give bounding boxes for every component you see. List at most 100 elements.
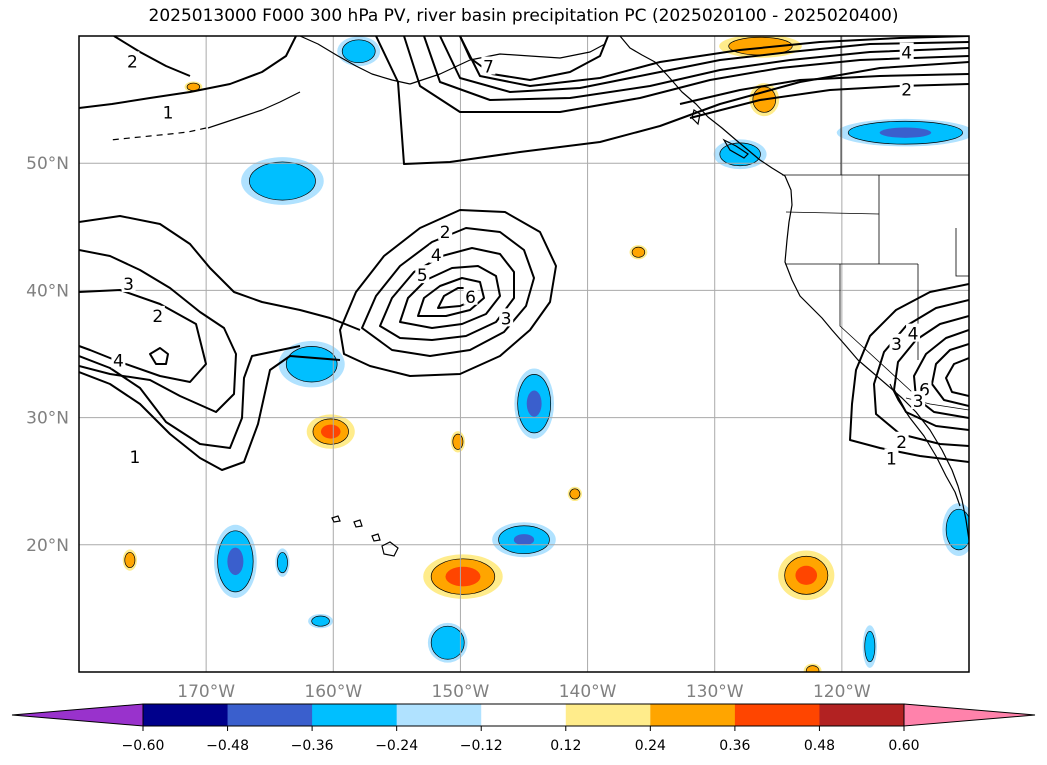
- border-utah: [955, 228, 969, 277]
- lon-tick-label: 130°W: [686, 682, 744, 702]
- lon-tick-label: 140°W: [559, 682, 617, 702]
- map-frame: [78, 35, 970, 673]
- pv-contour-label: 3: [123, 275, 134, 295]
- pv-contour-label: 3: [913, 392, 924, 412]
- colorbar-segment: [481, 704, 567, 726]
- precip-patch: [629, 245, 648, 260]
- island-hawaii: [381, 541, 399, 557]
- colorbar-segment: [396, 704, 482, 726]
- precip-patch-level: [945, 508, 969, 551]
- precip-patch: [836, 118, 969, 147]
- colorbar-segment: [565, 704, 651, 726]
- lat-tick-label: 20°N: [26, 536, 69, 556]
- precip-patch-level: [285, 346, 338, 383]
- precip-patch: [713, 139, 767, 170]
- colorbar-extend-max: [903, 703, 1036, 727]
- pv-label-halo: [438, 221, 453, 240]
- precip-patch-level: [124, 552, 136, 569]
- pv-contour-label: 2: [440, 223, 451, 243]
- pv-contour-label: 2: [152, 307, 163, 327]
- precip-patch: [450, 431, 466, 453]
- pv-contour-east-3: [893, 315, 969, 431]
- pv-contours: [79, 36, 969, 471]
- colorbar-tick-label: −0.60: [122, 738, 165, 754]
- precipitation-pc-layer: [122, 36, 969, 672]
- pv-contour-west-5: [149, 347, 169, 365]
- precip-patch-level: [879, 127, 932, 138]
- precip-patch: [241, 157, 324, 205]
- precip-patch: [278, 341, 345, 388]
- precip-patch: [803, 663, 822, 672]
- pv-label-halo: [125, 51, 140, 70]
- longitude-axis: 170°W 160°W 150°W 140°W 130°W 120°W: [177, 682, 871, 702]
- pv-contour-label: 2: [896, 433, 907, 453]
- precip-patch-level: [430, 625, 465, 660]
- pv-contour-cyclone-1: [339, 209, 557, 377]
- pv-contour-cyclone-3: [379, 247, 515, 341]
- pv-label-halo: [894, 431, 909, 450]
- pv-label-halo: [899, 79, 914, 98]
- lon-tick-label: 160°W: [304, 682, 362, 702]
- island-oahu: [353, 519, 363, 528]
- pv-contour-west-1: [79, 355, 341, 471]
- pv-contour-west-2: [79, 345, 301, 449]
- precip-patch: [427, 622, 468, 663]
- colorbar-segment: [819, 704, 905, 726]
- pv-contour-cyclone-5: [417, 277, 485, 317]
- precip-patch: [862, 625, 877, 668]
- pv-label-halo: [121, 274, 136, 293]
- pv-contour-east-2: [873, 299, 969, 447]
- pv-label-halo: [889, 333, 904, 352]
- precip-patch-level: [795, 565, 818, 585]
- precip-patch-level: [805, 665, 820, 672]
- precip-patch: [337, 36, 381, 67]
- pv-contour-label: 5: [417, 266, 428, 286]
- pv-label-halo: [161, 102, 175, 121]
- graticule: [79, 36, 969, 672]
- coastline-aleutians: [109, 127, 207, 141]
- coastlines: [109, 36, 969, 541]
- colorbar-tick-label: 0.60: [888, 738, 919, 754]
- pv-contour-label: 3: [891, 335, 902, 355]
- precip-patch-level: [249, 161, 316, 201]
- coastline-alaska-peninsula: [207, 91, 301, 129]
- islands: [331, 109, 749, 557]
- latitude-axis: 50°N 40°N 30°N 20°N: [26, 154, 69, 556]
- precip-patch-level: [276, 552, 288, 574]
- precip-patch-level: [513, 534, 535, 546]
- pv-label-halo: [415, 265, 430, 284]
- pv-contour-label: 4: [908, 325, 919, 345]
- colorbar-tick-label: 0.24: [635, 738, 666, 754]
- map-title: 2025013000 F000 300 hPa PV, river basin …: [148, 6, 899, 26]
- colorbar-segment: [312, 704, 398, 726]
- colorbar-tick-label: −0.12: [460, 738, 503, 754]
- pv-contour-label: 6: [919, 381, 930, 401]
- border-washington-oregon: [785, 211, 880, 215]
- colorbar-tick-label: −0.36: [291, 738, 334, 754]
- pv-label-halo: [911, 391, 926, 410]
- colorbar-extend-min: [11, 703, 144, 727]
- coastline-gulf-of-alaska: [409, 43, 606, 85]
- lon-tick-label: 150°W: [432, 682, 490, 702]
- pv-contour-label: 4: [431, 246, 442, 266]
- pv-label-halo: [899, 42, 914, 61]
- pv-contour-label: 6: [465, 288, 476, 308]
- political-boundaries: [782, 36, 969, 411]
- precip-patch: [308, 613, 334, 629]
- lat-tick-label: 50°N: [26, 154, 69, 174]
- pv-contour-cyclone-2: [361, 227, 535, 357]
- pv-contour-north-1: [79, 36, 297, 109]
- pv-contour-east-6: [945, 357, 969, 397]
- precip-patch-level: [631, 246, 646, 258]
- pv-label-halo: [127, 447, 142, 466]
- pv-contour-west-3: [79, 249, 237, 413]
- precip-patch: [306, 414, 355, 449]
- island-vancouver: [722, 138, 749, 159]
- colorbar: −0.60 −0.48 −0.36 −0.24 −0.12 0.12 0.24 0.36 0.4…: [11, 703, 1036, 754]
- colorbar-tick-label: −0.24: [375, 738, 418, 754]
- precip-patch-level: [227, 547, 244, 576]
- coastline-alaska-south: [299, 36, 411, 85]
- pv-contour-west-4: [79, 289, 207, 383]
- colorbar-segment: [143, 704, 229, 726]
